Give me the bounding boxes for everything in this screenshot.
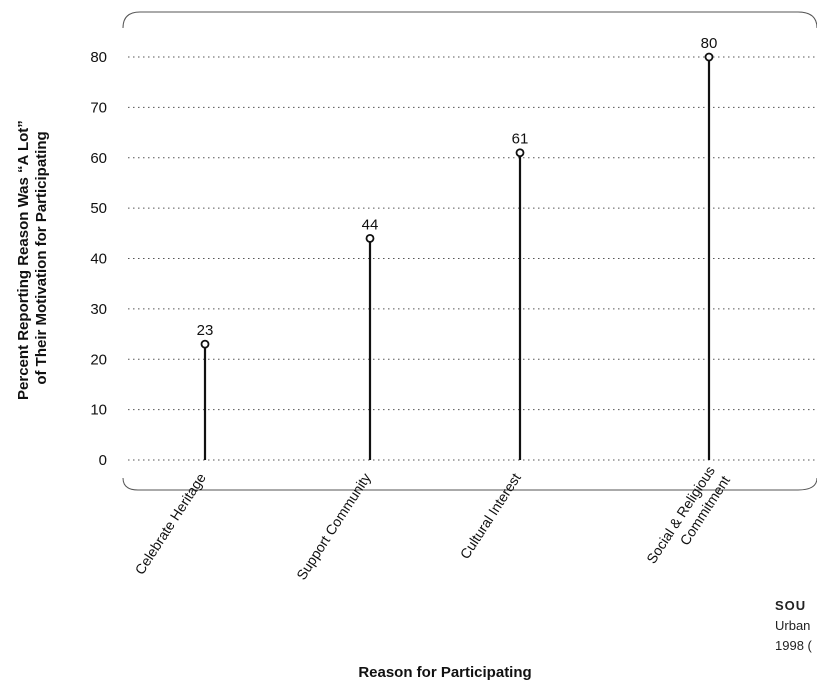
grid-layer [128,56,817,461]
lollipop-marker [365,233,375,243]
data-label: 23 [197,322,214,339]
y-tick-label: 30 [90,301,107,318]
plot-frame-top [122,11,817,29]
y-tick-label: 20 [90,351,107,368]
lollipop-marker [200,339,210,349]
x-tick-label-line: Cultural Interest [457,470,524,562]
y-tick-label: 0 [99,452,107,469]
source-label: SOU [775,598,807,613]
data-label: 44 [362,216,379,233]
y-tick-label: 10 [90,402,107,419]
y-tick-label: 80 [90,49,107,66]
source-line-1: Urban [775,618,811,633]
x-axis: Celebrate Heritage Support Community Cultu… [131,463,733,583]
x-tick-label: Celebrate Heritage [131,470,209,577]
y-axis-title: Percent Reporting Reason Was “A Lot” of … [15,116,50,400]
x-tick-label: Social & ReligiousCommitment [643,463,733,576]
x-tick-label: Support Community [293,470,374,582]
data-label: 61 [512,131,529,148]
source-line-2: 1998 ( [775,638,812,653]
y-tick-label: 50 [90,200,107,217]
y-tick-label: 40 [90,251,107,268]
data-label: 80 [701,35,718,52]
y-axis-title-line-1: Percent Reporting Reason Was “A Lot” [15,120,32,400]
plot-frame-bottom [122,477,817,491]
lollipop-marker [515,148,525,158]
y-axis: 0 10 20 30 40 50 60 70 80 [90,49,107,469]
x-tick-label-line: Celebrate Heritage [131,470,209,577]
x-tick-label: Cultural Interest [457,470,524,562]
data-marks: 23 44 61 80 [197,35,718,460]
y-tick-label: 60 [90,150,107,167]
y-tick-label: 70 [90,99,107,116]
y-axis-title-line-2: of Their Motivation for Participating [33,131,50,384]
x-tick-label-line: Support Community [293,470,374,582]
x-axis-title: Reason for Participating [358,664,532,681]
lollipop-marker [704,52,714,62]
